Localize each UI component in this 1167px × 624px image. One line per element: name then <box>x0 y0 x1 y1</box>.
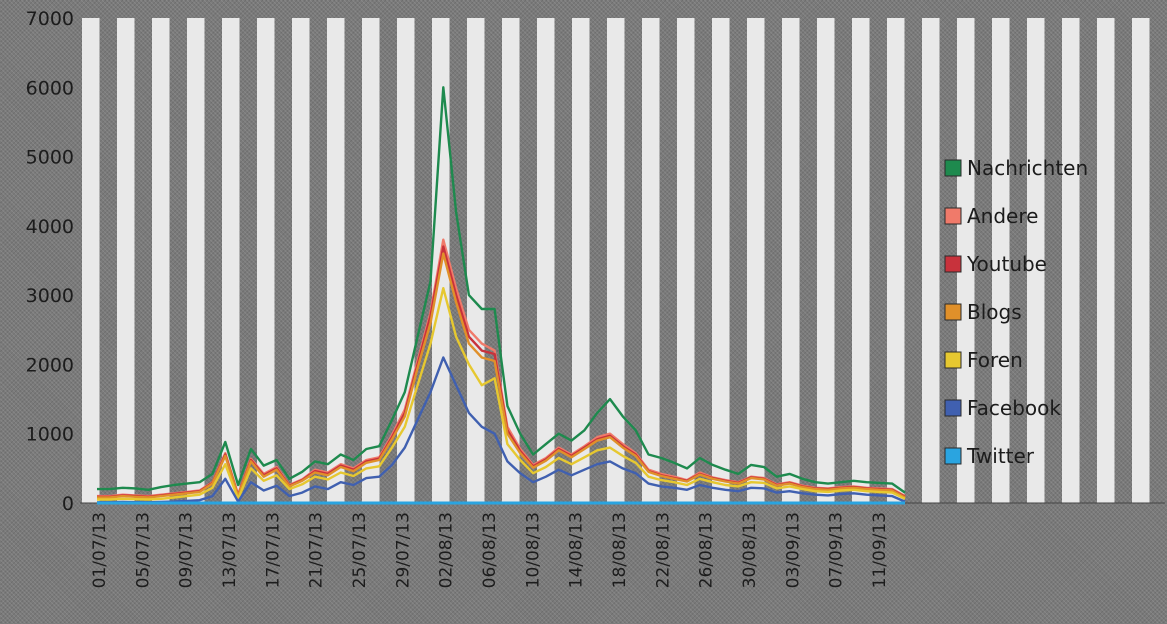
background-stripe <box>677 18 695 503</box>
y-tick-label: 5000 <box>26 147 74 169</box>
x-tick-label: 17/07/13 <box>263 512 283 588</box>
x-tick-label: 29/07/13 <box>393 512 413 588</box>
x-tick-label: 30/08/13 <box>740 512 760 588</box>
legend-swatch <box>944 351 962 369</box>
x-tick-label: 11/09/13 <box>870 512 890 588</box>
background-stripe <box>817 18 835 503</box>
background-stripe <box>1097 18 1115 503</box>
background-stripe <box>187 18 205 503</box>
legend-label: Twitter <box>966 444 1035 468</box>
legend-label: Andere <box>967 204 1038 228</box>
background-stripe <box>152 18 170 503</box>
legend-swatch <box>944 255 962 273</box>
legend-swatch <box>944 303 962 321</box>
y-tick-label: 7000 <box>26 8 74 30</box>
background-stripe <box>852 18 870 503</box>
legend-label: Youtube <box>966 252 1047 276</box>
x-tick-label: 07/09/13 <box>827 512 847 588</box>
y-axis-ticks: 0 1000 2000 3000 4000 5000 6000 7000 <box>26 8 74 515</box>
x-tick-label: 21/07/13 <box>307 512 327 588</box>
legend-label: Foren <box>967 348 1023 372</box>
background-stripe <box>82 18 100 503</box>
background-stripe <box>502 18 520 503</box>
x-tick-label: 13/07/13 <box>220 512 240 588</box>
x-tick-label: 09/07/13 <box>177 512 197 588</box>
legend-swatch <box>944 399 962 417</box>
background-stripe <box>362 18 380 503</box>
series-line-foren <box>97 287 906 501</box>
x-tick-label: 25/07/13 <box>350 512 370 588</box>
x-tick-label: 06/08/13 <box>480 512 500 588</box>
legend-swatch <box>944 447 962 465</box>
legend-label: Nachrichten <box>967 156 1088 180</box>
x-tick-label: 26/08/13 <box>697 512 717 588</box>
legend: Nachrichten Andere Youtube Blogs Foren Facebo… <box>944 156 1088 468</box>
y-tick-label: 2000 <box>26 354 74 376</box>
background-stripe <box>117 18 135 503</box>
background-stripe <box>1062 18 1080 503</box>
background-stripe <box>992 18 1010 503</box>
background-stripe <box>747 18 765 503</box>
x-tick-label: 18/08/13 <box>610 512 630 588</box>
background-stripe <box>257 18 275 503</box>
series-line-facebook <box>97 356 906 504</box>
legend-label: Facebook <box>967 396 1061 420</box>
background-stripe <box>712 18 730 503</box>
x-axis-ticks: 01/07/13 05/07/13 09/07/13 13/07/13 17/07/13… <box>90 512 890 588</box>
series-line-blogs <box>97 252 906 499</box>
background-stripe <box>1132 18 1150 503</box>
x-tick-label: 10/08/13 <box>523 512 543 588</box>
x-tick-label: 03/09/13 <box>783 512 803 588</box>
background-stripe <box>957 18 975 503</box>
background-stripe <box>292 18 310 503</box>
y-tick-label: 6000 <box>26 77 74 99</box>
plot-background-stripes <box>82 18 1150 503</box>
y-tick-label: 3000 <box>26 285 74 307</box>
background-stripe <box>397 18 415 503</box>
series-layer <box>97 86 906 505</box>
x-tick-label: 22/08/13 <box>653 512 673 588</box>
y-tick-label: 4000 <box>26 216 74 238</box>
background-stripe <box>222 18 240 503</box>
background-stripe <box>782 18 800 503</box>
x-tick-label: 02/08/13 <box>437 512 457 588</box>
series-line-nachrichten <box>97 86 906 494</box>
legend-swatch <box>944 207 962 225</box>
y-tick-label: 1000 <box>26 424 74 446</box>
background-stripe <box>572 18 590 503</box>
y-tick-label: 0 <box>62 493 74 515</box>
background-stripe <box>1027 18 1045 503</box>
background-stripe <box>607 18 625 503</box>
x-tick-label: 14/08/13 <box>567 512 587 588</box>
x-tick-label: 05/07/13 <box>133 512 153 588</box>
legend-swatch <box>944 159 962 177</box>
background-stripe <box>887 18 905 503</box>
background-stripe <box>922 18 940 503</box>
background-stripe <box>467 18 485 503</box>
legend-label: Blogs <box>967 300 1022 324</box>
x-tick-label: 01/07/13 <box>90 512 110 588</box>
background-stripe <box>642 18 660 503</box>
background-stripe <box>327 18 345 503</box>
background-stripe <box>537 18 555 503</box>
